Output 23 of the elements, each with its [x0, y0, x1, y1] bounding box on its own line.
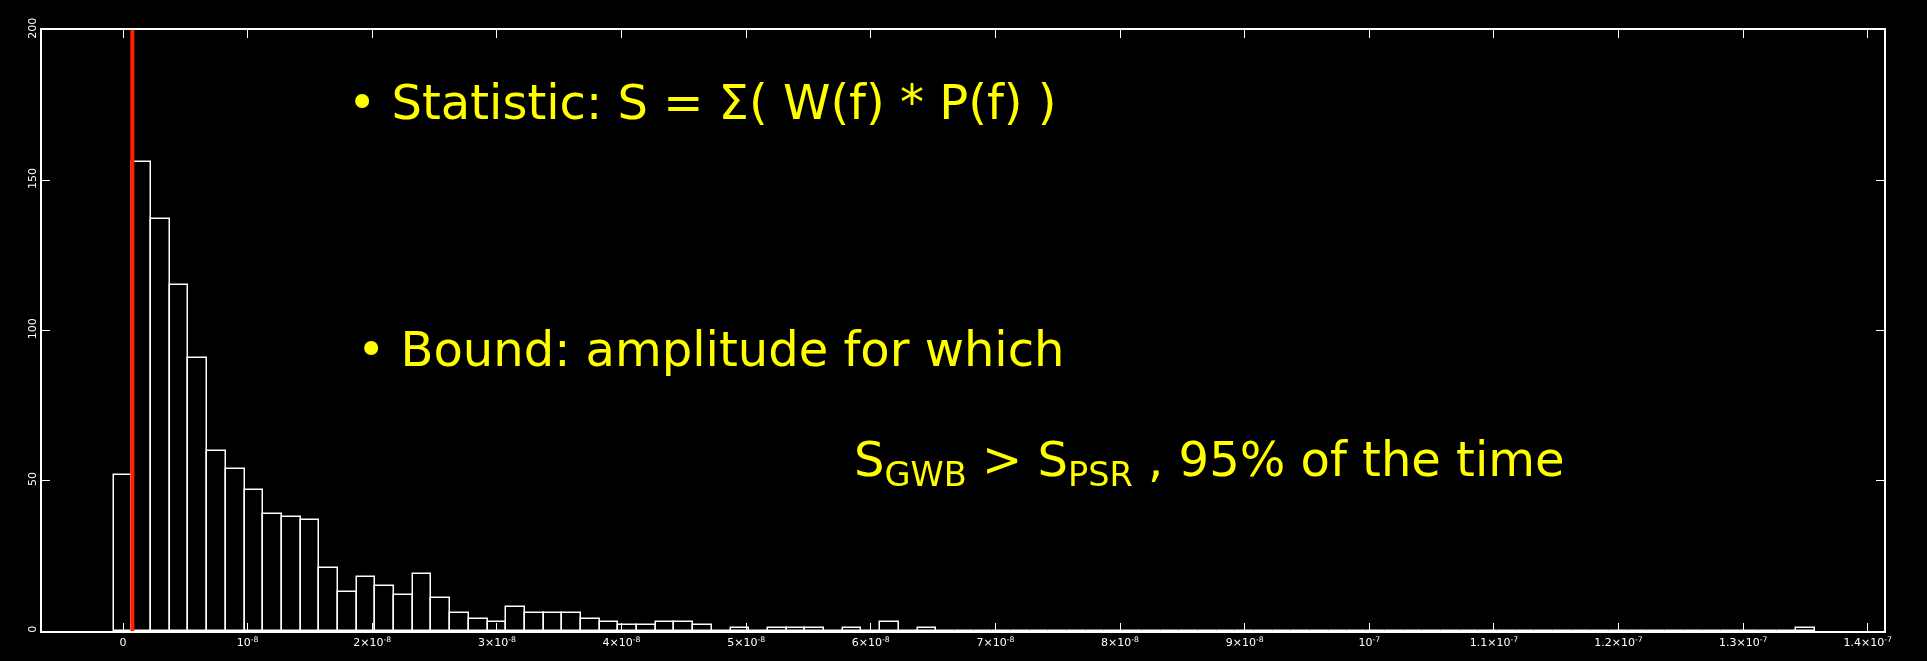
x-tick-label: 1.4×10$^{-7}$	[1843, 634, 1893, 650]
x-tick-label: 1.2×10$^{-7}$	[1594, 634, 1643, 650]
x-tick-label: 9×10$^{-8}$	[1225, 634, 1264, 650]
x-tick-label: 0	[119, 636, 127, 650]
y-tick-label: 100	[25, 318, 39, 340]
x-tick-label: 7×10$^{-8}$	[976, 634, 1015, 650]
x-tick-label: 6×10$^{-8}$	[851, 634, 890, 650]
x-tick-label: 10$^{-7}$	[1358, 634, 1381, 650]
x-tick-label: 8×10$^{-8}$	[1101, 634, 1140, 650]
y-tick-label: 200	[25, 17, 39, 39]
x-tick-label: 2×10$^{-8}$	[353, 634, 392, 650]
x-tick-label: 10$^{-8}$	[236, 634, 259, 650]
y-tick-label: 0	[25, 625, 39, 633]
y-tick-label: 50	[25, 472, 39, 487]
annotation: S$_{GWB}$ > S$_{PSR}$ , 95% of the time	[854, 431, 1565, 495]
annotation: • Bound: amplitude for which	[357, 321, 1065, 377]
x-tick-label: 1.1×10$^{-7}$	[1469, 634, 1519, 650]
x-tick-label: 5×10$^{-8}$	[727, 634, 766, 650]
y-tick-label: 150	[25, 168, 39, 190]
x-tick-label: 4×10$^{-8}$	[602, 634, 641, 650]
annotation: • Statistic: S = Σ( W(f) * P(f) )	[348, 74, 1057, 130]
x-tick-label: 3×10$^{-8}$	[477, 634, 516, 650]
x-tick-label: 1.3×10$^{-7}$	[1718, 634, 1768, 650]
